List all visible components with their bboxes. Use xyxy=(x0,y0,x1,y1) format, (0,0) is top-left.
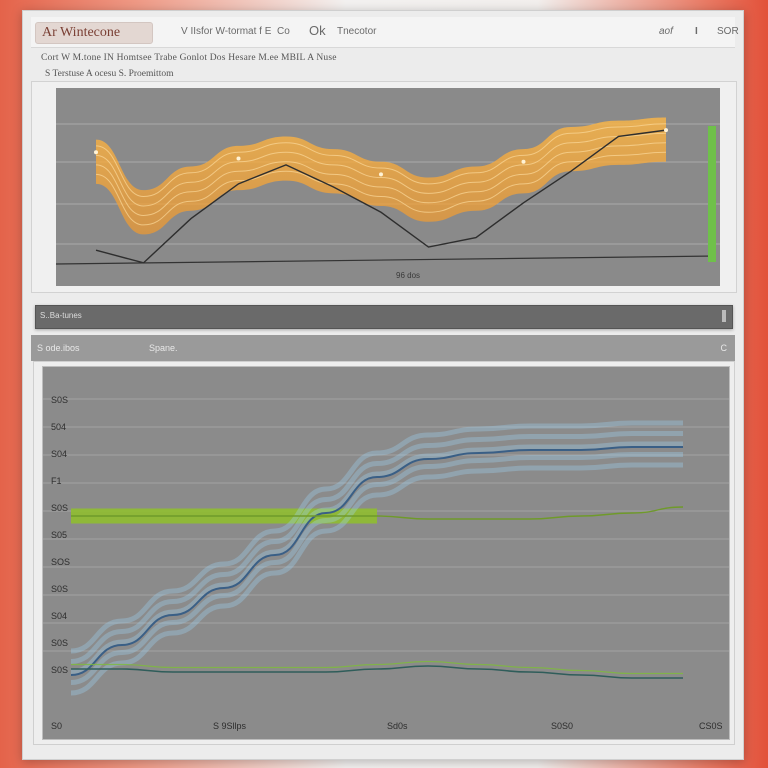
y-tick-label: S0S xyxy=(51,584,68,594)
chart-bottom-svg: S0S 504 S04 F1 S0S S05 SOS S0S S04 S0S S0S S0 S 9Sl… xyxy=(43,395,729,731)
panel-header-right[interactable]: C xyxy=(720,343,728,353)
x-tick-label: Sd0s xyxy=(387,721,408,731)
chart-panel-top: 96 dos xyxy=(31,81,737,293)
series-1-band-strand-3 xyxy=(70,431,683,664)
series-2-line xyxy=(70,506,684,520)
app-title: Ar Wintecone xyxy=(35,22,153,44)
x-tick-label: CS0S xyxy=(699,721,723,731)
series-1-band-strand-1 xyxy=(70,452,683,685)
series-1-point xyxy=(664,128,668,133)
toolbar-item-ok[interactable]: Ok xyxy=(309,23,326,38)
ribbon-row-2[interactable]: S Terstuse A ocesu S. Proemittom xyxy=(45,69,174,79)
series-2-line xyxy=(95,129,667,264)
x-tick-label: S 9Sllps xyxy=(213,721,247,731)
y-tick-label: S04 xyxy=(51,449,67,459)
toolbar-right-icon[interactable]: I xyxy=(695,26,698,37)
x-tick-label: S0 xyxy=(51,721,62,731)
baseline-line xyxy=(55,255,717,265)
toolbar-item-connector[interactable]: Tnecotor xyxy=(337,26,377,37)
series-1-strand-2 xyxy=(95,132,667,207)
series-1-point xyxy=(521,159,526,164)
series-1-point xyxy=(94,150,98,155)
title-bar: Ar Wintecone V IIsfor W-tormat f E Co Ok… xyxy=(31,17,739,48)
series-3-shadow xyxy=(71,660,683,675)
divider-label: S..Ba-tunes xyxy=(40,311,82,320)
series-1-band-strand-4 xyxy=(70,420,683,654)
series-3-line xyxy=(71,665,683,679)
chart-panel-bottom-header: S ode.ibos Spane. C xyxy=(31,335,735,361)
chart-top-svg: 96 dos xyxy=(55,117,720,280)
toolbar-right-item[interactable]: aof xyxy=(659,26,673,37)
plot-area-bottom: S0S 504 S04 F1 S0S S05 SOS S0S S04 S0S S0S S0 S 9Sl… xyxy=(42,366,730,740)
y-tick-label: S0S xyxy=(51,665,68,675)
y-tick-label: SOS xyxy=(51,557,70,567)
sub-toolbar: Cort W M.tone IN Homtsee Trabe Gonlot Do… xyxy=(37,51,727,87)
series-1-point xyxy=(236,156,241,161)
series-1-point xyxy=(379,172,383,177)
panel-header-left: S ode.ibos xyxy=(37,343,80,353)
y-tick-label: S0S xyxy=(51,395,68,405)
series-1-strand-3 xyxy=(95,123,667,197)
y-tick-label: F1 xyxy=(51,476,62,486)
chart-panel-bottom: S0S 504 S04 F1 S0S S05 SOS S0S S04 S0S S0S S0 S 9Sl… xyxy=(33,361,735,745)
series-1-band-strand-0 xyxy=(70,462,683,696)
y-tick-label: S04 xyxy=(51,611,67,621)
app-window: Ar Wintecone V IIsfor W-tormat f E Co Ok… xyxy=(22,10,744,760)
series-1-band-strand-2 xyxy=(70,441,683,675)
y-tick-label: S0S xyxy=(51,638,68,648)
series-1-strand-0 xyxy=(95,151,667,226)
series-1-line xyxy=(70,446,683,676)
toolbar-item-format[interactable]: V IIsfor W-tormat f E xyxy=(181,26,272,37)
panel-header-mid: Spane. xyxy=(149,343,178,353)
plot-area-top: 96 dos xyxy=(55,88,720,286)
y-tick-label: 504 xyxy=(51,422,66,432)
ribbon-row-1[interactable]: Cort W M.tone IN Homtsee Trabe Gonlot Do… xyxy=(41,53,337,63)
toolbar-right-sort[interactable]: SOR xyxy=(717,26,739,37)
x-tick-label: S0S0 xyxy=(551,721,573,731)
x-axis-annotation: 96 dos xyxy=(396,271,420,280)
series-1-strand-1 xyxy=(95,142,667,216)
toolbar-item-co[interactable]: Co xyxy=(277,26,290,37)
divider-handle[interactable] xyxy=(722,310,726,322)
green-indicator-bar xyxy=(708,126,716,262)
y-tick-label: S0S xyxy=(51,503,68,513)
y-tick-label: S05 xyxy=(51,530,67,540)
section-divider[interactable]: S..Ba-tunes xyxy=(35,305,733,329)
